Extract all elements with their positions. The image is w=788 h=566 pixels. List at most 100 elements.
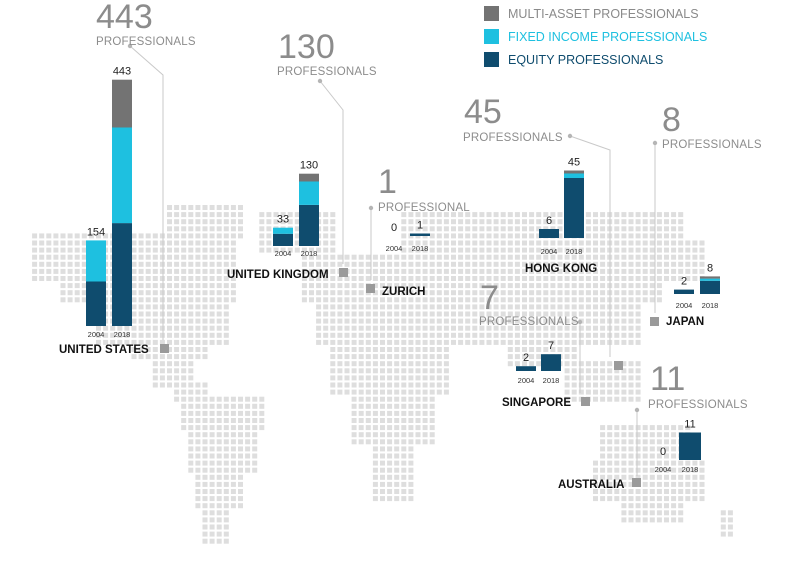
map-dot [621, 332, 627, 338]
map-dot [692, 460, 698, 466]
map-dot [593, 247, 598, 253]
map-dot [571, 240, 577, 246]
map-dot [46, 268, 52, 274]
map-dot [727, 510, 733, 516]
map-dot [209, 254, 215, 260]
map-dot [145, 318, 151, 324]
map-dot [642, 276, 648, 281]
map-dot [628, 304, 634, 310]
map-dot [380, 283, 385, 289]
map-dot [600, 219, 606, 225]
map-dot [465, 318, 471, 324]
map-dot [621, 382, 627, 388]
map-dot [415, 354, 421, 360]
map-dot [451, 297, 456, 303]
map-dot [259, 233, 265, 239]
map-dot [330, 297, 336, 303]
map-dot [159, 233, 165, 239]
map-dot [167, 361, 172, 367]
map-dot [578, 261, 584, 267]
map-dot [557, 254, 563, 260]
map-dot [600, 453, 606, 459]
map-dot [656, 247, 662, 253]
map-dot [216, 339, 222, 345]
map-dot [188, 347, 194, 352]
map-dot [571, 247, 577, 253]
map-dot [60, 283, 66, 289]
map-dot [472, 219, 478, 225]
map-dot [436, 332, 442, 338]
bar-segment-uk-2018-multi-asset [299, 173, 319, 182]
map-dot [323, 212, 329, 218]
map-dot [330, 254, 336, 260]
map-dot [209, 268, 215, 274]
map-dot [621, 325, 627, 331]
map-dot [493, 254, 499, 260]
map-dot [174, 389, 180, 395]
map-dot [557, 233, 563, 239]
map-dot [500, 318, 506, 324]
map-dot [649, 474, 655, 480]
map-dot [74, 283, 80, 289]
map-dot [500, 219, 506, 225]
map-dot [337, 389, 343, 395]
map-dot [557, 290, 563, 296]
map-dot [238, 226, 243, 232]
map-dot [436, 212, 442, 218]
map-dot [635, 339, 641, 345]
map-dot [202, 304, 208, 310]
map-dot [621, 247, 627, 253]
map-dot [614, 247, 620, 253]
map-dot [621, 446, 627, 452]
map-dot [216, 425, 222, 431]
map-dot [188, 368, 194, 374]
map-dot [387, 297, 393, 303]
map-dot [209, 219, 215, 225]
map-dot [195, 205, 201, 210]
map-dot [443, 226, 449, 232]
map-dot [656, 268, 662, 274]
world-map-dots [32, 205, 733, 544]
map-dot [216, 467, 222, 473]
map-dot [699, 268, 705, 274]
map-dot [692, 474, 698, 480]
map-dot [585, 233, 591, 239]
map-dot [245, 425, 251, 431]
map-dot [351, 347, 357, 352]
map-dot [358, 276, 364, 281]
map-dot [266, 240, 272, 246]
location-name-us: UNITED STATES [59, 344, 149, 356]
map-dot [351, 396, 357, 402]
map-dot [230, 460, 236, 466]
map-dot [259, 226, 265, 232]
map-dot [202, 290, 208, 296]
map-dot [671, 517, 677, 523]
map-dot [230, 403, 236, 409]
map-dot [344, 318, 350, 324]
map-dot [372, 347, 378, 352]
map-dot [380, 467, 385, 473]
map-dot [372, 410, 378, 416]
map-dot [536, 233, 542, 239]
map-dot [46, 247, 52, 253]
map-dot [422, 254, 428, 260]
map-dot [408, 254, 414, 260]
legend-label-multi_asset: MULTI-ASSET PROFESSIONALS [508, 7, 699, 21]
map-dot [692, 496, 698, 502]
map-dot [159, 261, 165, 267]
map-dot [330, 332, 336, 338]
map-dot [585, 382, 591, 388]
year-label-japan-2018: 2018 [702, 301, 719, 310]
map-dot [223, 219, 229, 225]
map-dot [415, 403, 421, 409]
map-dot [529, 254, 535, 260]
map-dot [628, 517, 634, 523]
map-dot [458, 219, 464, 225]
map-dot [727, 531, 733, 537]
map-dot [238, 219, 243, 225]
map-dot [209, 233, 215, 239]
map-dot [181, 389, 187, 395]
map-dot [408, 432, 414, 438]
map-dot [330, 375, 336, 381]
map-dot [458, 276, 464, 281]
